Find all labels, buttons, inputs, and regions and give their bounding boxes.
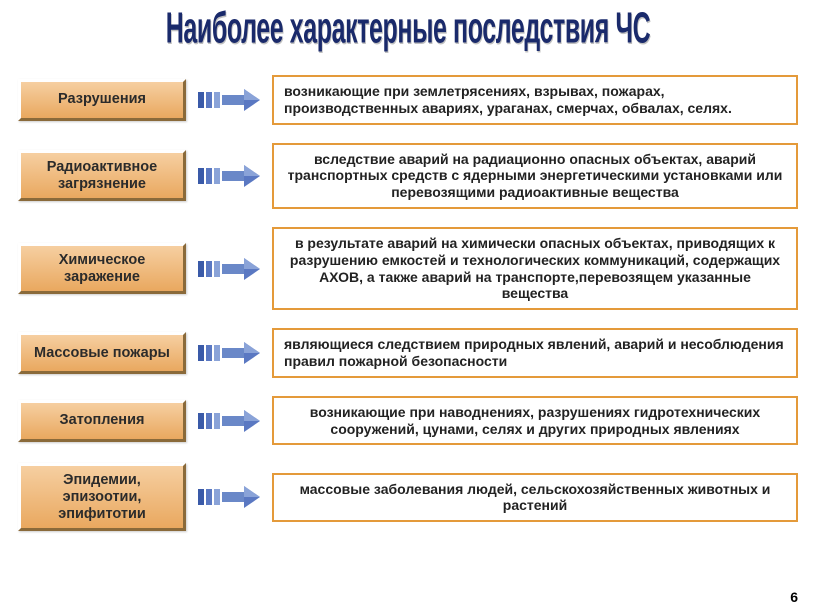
desc-destruction: возникающие при землетрясениях, взрывах,…: [272, 75, 798, 125]
arrow-icon: [198, 161, 260, 191]
row-chemical: Химическое заражение в результате аварий…: [18, 227, 798, 310]
label-destruction: Разрушения: [18, 79, 186, 121]
rows-container: Разрушения возникающие при землетрясения…: [18, 75, 798, 531]
page-number: 6: [790, 589, 798, 605]
arrow-icon: [198, 85, 260, 115]
desc-epidemics: массовые заболевания людей, сельскохозяй…: [272, 473, 798, 523]
label-chemical: Химическое заражение: [18, 243, 186, 294]
row-floods: Затопления возникающие при наводнениях, …: [18, 396, 798, 446]
label-fires: Массовые пожары: [18, 332, 186, 374]
desc-radioactive: вследствие аварий на радиационно опасных…: [272, 143, 798, 209]
arrow-icon: [198, 482, 260, 512]
arrow-icon: [198, 254, 260, 284]
arrow-icon: [198, 338, 260, 368]
desc-floods: возникающие при наводнениях, разрушениях…: [272, 396, 798, 446]
label-floods: Затопления: [18, 400, 186, 442]
label-epidemics: Эпидемии, эпизоотии, эпифитотии: [18, 463, 186, 531]
desc-fires: являющиеся следствием природных явлений,…: [272, 328, 798, 378]
desc-chemical: в результате аварий на химически опасных…: [272, 227, 798, 310]
row-destruction: Разрушения возникающие при землетрясения…: [18, 75, 798, 125]
slide-title: Наиболее характерные последствия ЧС: [104, 4, 712, 54]
label-radioactive: Радиоактивное загрязнение: [18, 150, 186, 201]
arrow-icon: [198, 406, 260, 436]
row-fires: Массовые пожары являющиеся следствием пр…: [18, 328, 798, 378]
row-epidemics: Эпидемии, эпизоотии, эпифитотии массовые…: [18, 463, 798, 531]
row-radioactive: Радиоактивное загрязнение вследствие ава…: [18, 143, 798, 209]
